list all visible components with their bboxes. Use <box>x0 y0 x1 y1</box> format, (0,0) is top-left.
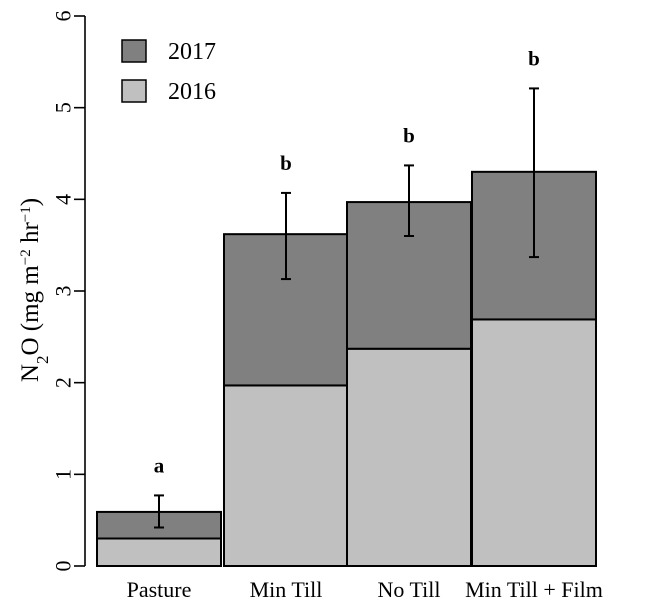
category-label: Pasture <box>127 577 192 602</box>
legend-label: 2016 <box>168 79 216 105</box>
bar-2016-2 <box>346 347 472 567</box>
error-bars-layer <box>154 87 539 529</box>
y-tick-label: 4 <box>51 194 76 205</box>
legend-swatch-2016 <box>121 79 147 103</box>
bar-2016-1 <box>223 384 349 567</box>
y-tick-label: 5 <box>51 102 76 113</box>
significance-letters: a b b b <box>154 46 540 477</box>
significance-letter: b <box>403 123 415 147</box>
significance-letter: b <box>280 151 292 175</box>
category-label: Min Till <box>250 577 323 602</box>
x-axis-labels: Pasture Min Till No Till Min Till + Film <box>127 577 603 602</box>
significance-letter: b <box>528 46 540 70</box>
y-tick-label: 2 <box>51 377 76 388</box>
y-tick-label: 1 <box>51 469 76 480</box>
category-label: No Till <box>378 577 441 602</box>
bar-2016-0 <box>96 537 222 567</box>
category-label: Min Till + Film <box>465 577 603 602</box>
y-tick-label: 3 <box>51 286 76 297</box>
y-axis-title: N2O (mg m−2 hr−1) <box>17 198 52 382</box>
y-tick-label: 6 <box>51 11 76 22</box>
bar-2016-3 <box>471 318 597 567</box>
y-tick-label: 0 <box>51 561 76 572</box>
legend: 2017 2016 <box>121 39 216 105</box>
significance-letter: a <box>154 453 165 477</box>
legend-label: 2017 <box>168 39 216 65</box>
bars-layer <box>96 170 597 567</box>
legend-swatch-2017 <box>121 39 147 63</box>
y-axis: 0 1 2 3 4 5 6 <box>51 11 86 572</box>
